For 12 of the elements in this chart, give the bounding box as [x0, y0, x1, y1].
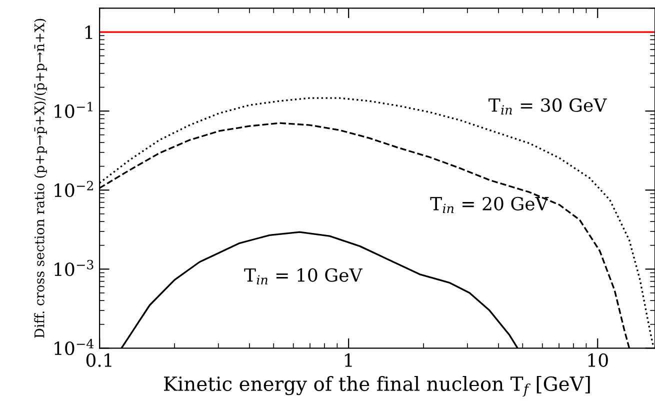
y-tick-label: 10$^{−2}$	[54, 180, 93, 198]
x-axis-title: Kinetic energy of the final nucleon T$_{f}$ [GeV]	[164, 376, 590, 397]
y-tick-label: 1	[85, 25, 92, 39]
y-tick-label: 10$^{−1}$	[54, 102, 92, 118]
annotation: T$_{in}$ = 20 GeV	[430, 196, 549, 214]
annotation: T$_{in}$ = 30 GeV	[488, 98, 607, 114]
y-tick-label: 10$^{−3}$	[54, 260, 94, 276]
y-axis-title: Diff. cross section ratio (p+p→p̄+X)/(p̄+p→n̄+X)	[34, 18, 47, 338]
x-tick-label: 0.1	[86, 353, 112, 367]
x-tick-label: 1	[345, 353, 352, 367]
x-tick-label: 10	[588, 353, 608, 367]
annotation: T$_{in}$ = 10 GeV	[244, 268, 363, 284]
